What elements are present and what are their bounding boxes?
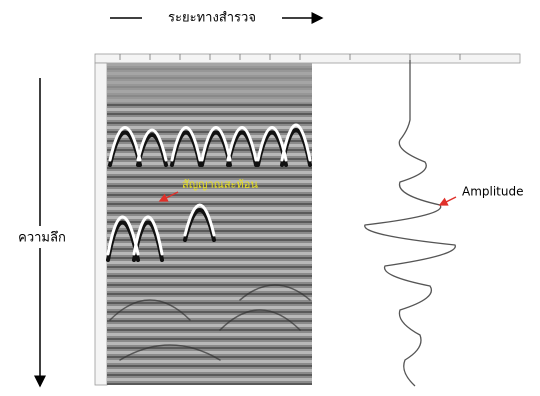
depth-label: ความลึก — [18, 231, 66, 246]
depth-ruler — [94, 62, 108, 386]
amplitude-trace — [364, 60, 456, 387]
distance-label: ระยะทางสำรวจ — [168, 11, 256, 26]
target-arrow — [158, 191, 179, 202]
ruler — [94, 53, 521, 64]
radargram-top — [107, 63, 312, 103]
amplitude-arrow — [438, 196, 457, 206]
hyperbolas — [106, 123, 312, 361]
amplitude-label: Amplitude — [462, 185, 524, 199]
ruler-ticks — [119, 54, 461, 60]
depth-label-bg — [4, 226, 80, 248]
target-label: สัญญาณสะท้อน — [182, 178, 258, 191]
